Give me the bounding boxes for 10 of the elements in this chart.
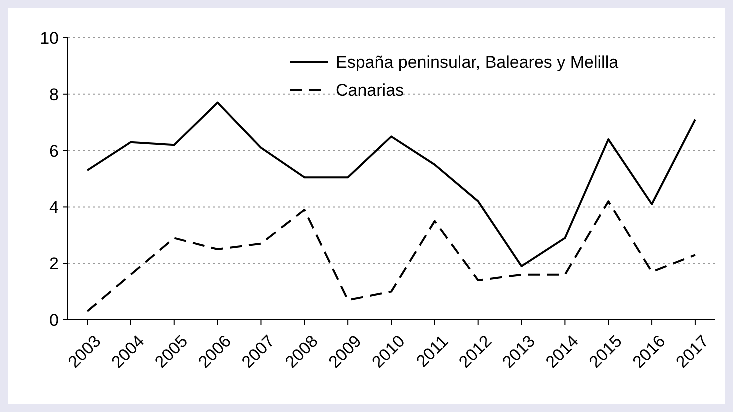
y-tick-label: 10 (40, 28, 59, 48)
line-series (86, 102, 696, 268)
legend-label: Canarias (336, 80, 404, 100)
y-tick-label: 8 (50, 85, 59, 104)
y-tick-label: 4 (50, 198, 59, 218)
y-tick-label: 2 (50, 254, 59, 274)
y-tick-label: 6 (50, 142, 59, 161)
y-tick-label: 0 (50, 310, 59, 330)
line-series (86, 200, 696, 313)
legend-label: España peninsular, Baleares y Melilla (336, 52, 620, 72)
